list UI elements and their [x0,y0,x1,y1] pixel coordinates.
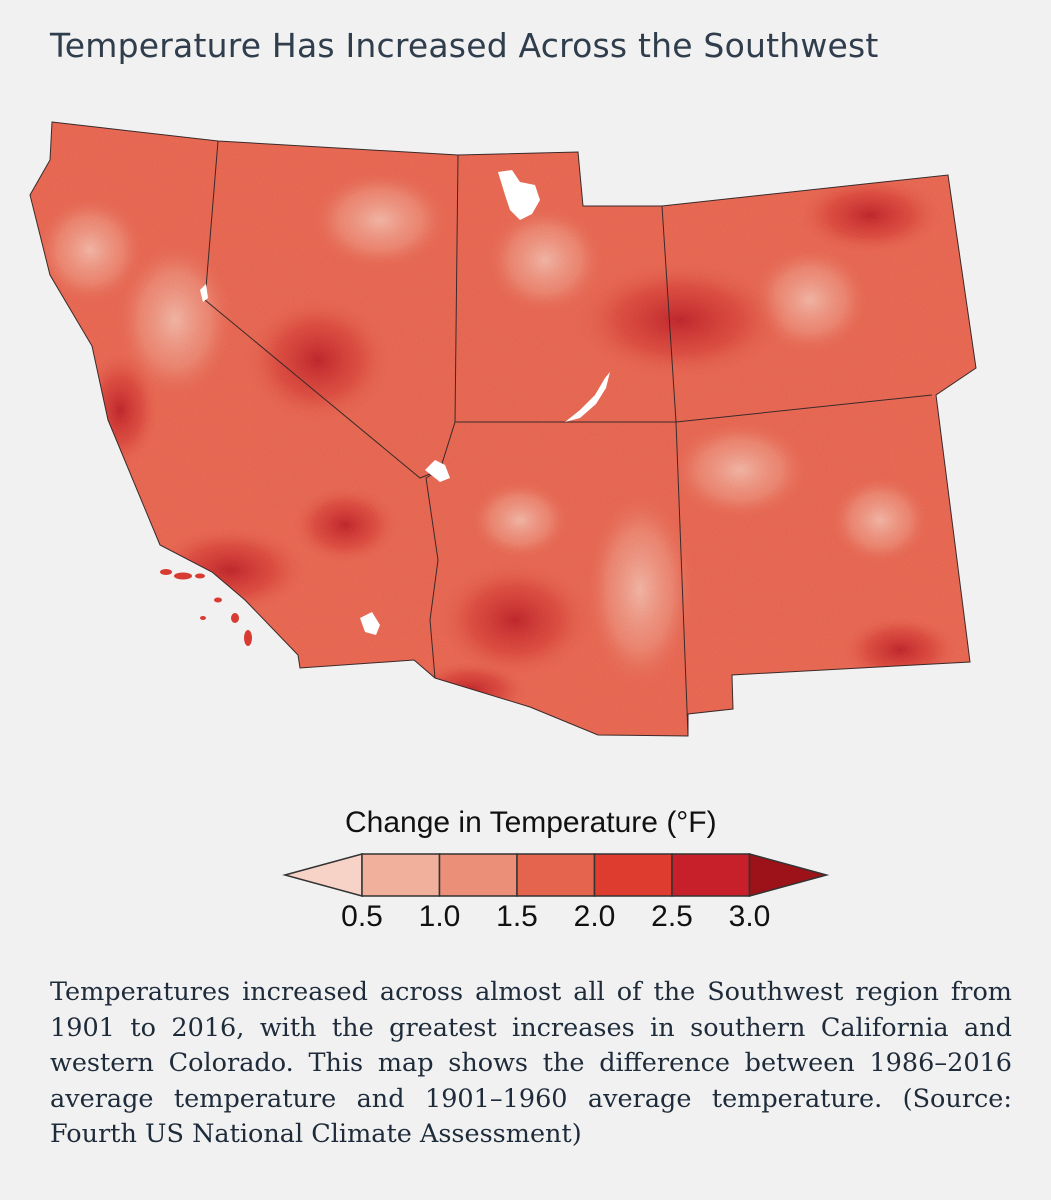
legend-tick-label: 2.5 [651,900,693,933]
map-heat-layer [30,122,976,736]
legend-swatch [671,853,751,897]
legend-tick-label: 0.5 [341,900,383,933]
region-outline [29,121,977,737]
legend-tick-label: 1.0 [418,900,461,933]
legend-swatch [593,853,673,897]
legend-tick-label: 3.0 [728,900,771,933]
great-salt-lake [498,170,540,220]
legend-swatch [438,853,518,897]
legend-swatch [361,853,441,897]
temperature-map [29,121,977,737]
salton-sea [360,612,380,635]
color-legend [282,853,830,897]
legend-swatch-above [748,853,830,897]
legend-swatch [516,853,596,897]
channel-islands [160,569,252,646]
legend-title: Change in Temperature (°F) [345,806,717,839]
lakes [200,170,610,635]
legend-tick-label: 2.0 [573,900,616,933]
legend-tick-label: 1.5 [496,900,538,933]
lake-mead [425,460,450,482]
caption: Temperatures increased across almost all… [50,977,1012,1149]
lake-tahoe [200,284,208,302]
page-title: Temperature Has Increased Across the Sou… [50,26,879,65]
legend-swatch-below [282,853,363,897]
